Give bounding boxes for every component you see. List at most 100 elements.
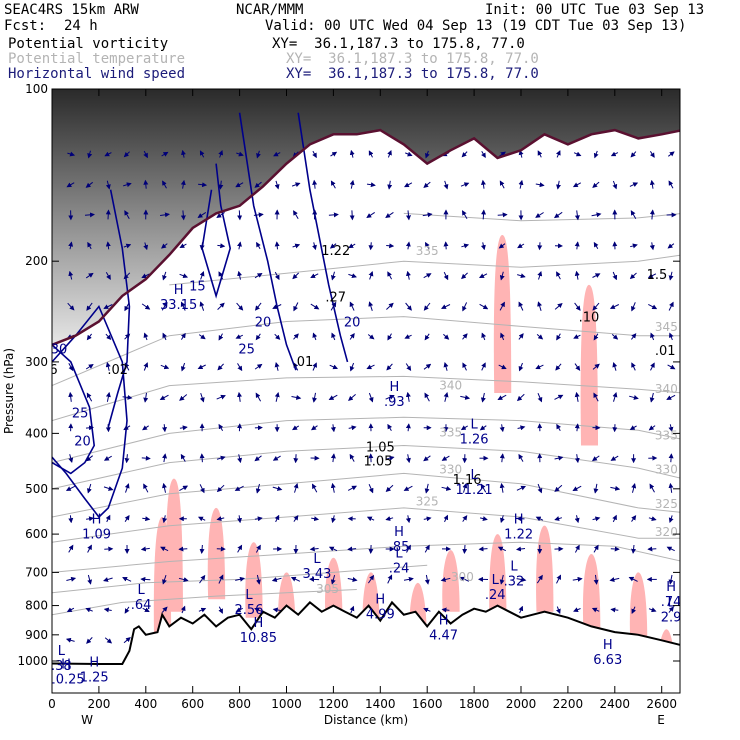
wind-vector — [460, 425, 468, 431]
wind-vector — [554, 455, 564, 461]
wind-vector — [142, 607, 150, 612]
wind-vector — [443, 271, 449, 281]
wind-vector — [312, 150, 317, 159]
wind-vector — [123, 182, 132, 188]
wind-vector — [459, 576, 470, 582]
pv-label: .52 — [25, 334, 46, 349]
hl-marker-type: H — [439, 613, 449, 628]
wind-vector — [423, 302, 431, 311]
wind-vector — [556, 180, 561, 190]
wind-vector — [481, 362, 486, 371]
wind-vector — [237, 363, 243, 372]
x-tick-label: 2200 — [553, 697, 584, 711]
wind-vector — [312, 392, 318, 403]
wind-vector — [104, 151, 112, 157]
wind-vector — [666, 394, 676, 400]
y-tick-label: 800 — [25, 599, 48, 613]
pv-label: 1.05 — [366, 440, 395, 455]
wind-vector — [424, 333, 430, 341]
wind-vector — [386, 363, 393, 371]
wind-vector — [328, 394, 338, 400]
wind-vector — [198, 607, 207, 613]
x-tick-label: 600 — [181, 697, 204, 711]
hl-marker-value: .24 — [485, 588, 506, 603]
wind-vector — [498, 364, 507, 370]
wind-vector — [366, 182, 376, 188]
hl-marker-type: L — [470, 417, 478, 432]
wind-vector — [499, 271, 505, 281]
wind-vector — [293, 514, 299, 522]
wind-vector — [517, 425, 526, 431]
wind-vector — [162, 332, 168, 341]
wind-vector — [216, 211, 225, 218]
wind-vector — [387, 271, 393, 280]
wind-vector — [65, 637, 75, 643]
wind-vector — [68, 241, 74, 250]
wind-vector — [124, 606, 130, 614]
wind-vector — [87, 241, 92, 250]
wind-vector — [235, 576, 245, 582]
wind-vector — [217, 302, 225, 310]
isotach-label: 25 — [238, 342, 255, 357]
wind-vector — [443, 362, 449, 371]
wind-vector — [218, 574, 224, 584]
terrain-fill — [52, 602, 680, 693]
wind-vector — [481, 209, 487, 220]
wind-vector — [422, 212, 433, 218]
wind-vector — [349, 605, 355, 614]
wind-vector — [593, 483, 599, 494]
wind-vector — [162, 574, 167, 585]
hl-marker-type: L — [395, 547, 403, 562]
wind-vector — [103, 577, 113, 582]
wind-vector — [406, 270, 411, 280]
wind-vector — [274, 392, 280, 402]
hl-marker-type: H — [61, 658, 71, 673]
wind-vector — [480, 483, 487, 493]
pv-label: 1.05 — [363, 454, 392, 469]
pv-label: .27 — [325, 290, 346, 305]
wind-vector — [385, 211, 394, 218]
wind-vector — [274, 180, 280, 190]
wind-vector — [347, 577, 358, 582]
wind-vector — [124, 454, 130, 464]
hl-marker-type: L — [245, 588, 253, 603]
wind-vector — [255, 392, 262, 402]
wind-vector — [66, 182, 75, 188]
wind-vector — [292, 425, 300, 431]
wind-vector — [441, 607, 450, 613]
isotach-label: 25 — [72, 406, 89, 421]
y-tick-label: 400 — [25, 426, 48, 440]
wind-vector — [553, 211, 563, 219]
wind-vector — [68, 515, 74, 524]
terrain-line — [52, 600, 680, 665]
wind-vector — [593, 333, 599, 341]
wind-vector — [143, 150, 148, 159]
wind-vector — [272, 304, 282, 309]
wind-vector — [668, 574, 674, 585]
wind-vector — [160, 364, 170, 370]
wind-vector — [328, 546, 338, 552]
wind-vector — [518, 453, 524, 462]
wind-vector — [328, 212, 339, 218]
wind-vector — [124, 483, 130, 493]
wind-vector — [254, 607, 262, 613]
wind-vector — [612, 362, 618, 371]
wind-vector — [498, 243, 506, 249]
wind-vector — [198, 182, 208, 188]
wind-vector — [668, 453, 674, 463]
wind-vector — [86, 392, 93, 402]
org-label: NCAR/MMM — [236, 2, 304, 18]
wind-vector — [499, 453, 505, 463]
theta-label: 340 — [655, 382, 678, 396]
wind-vector — [667, 151, 675, 157]
wind-vector — [331, 515, 336, 524]
wind-vector — [274, 241, 280, 250]
wind-vector — [574, 454, 580, 464]
wind-vector — [648, 303, 658, 310]
x-tick-label: 1200 — [318, 697, 349, 711]
wind-vector — [440, 304, 451, 309]
wind-vector — [573, 151, 582, 157]
wind-vector — [462, 483, 468, 493]
wind-vector — [404, 334, 412, 339]
wind-vector — [443, 241, 449, 250]
